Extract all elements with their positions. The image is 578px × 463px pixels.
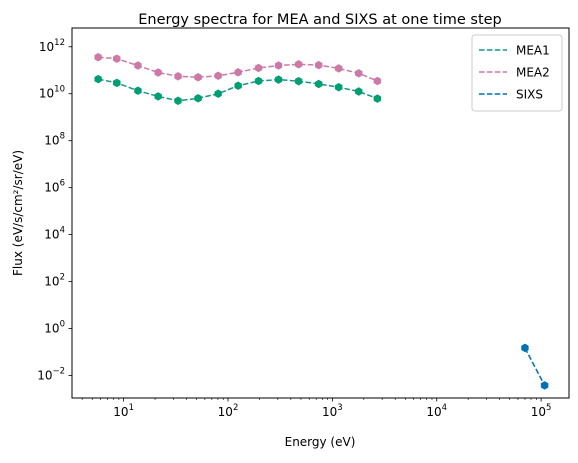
legend: MEA1 MEA2 SIXS [471,34,563,112]
data-point [373,94,382,103]
y-tick-label: 108 [44,132,65,148]
data-point [355,87,363,96]
legend-label: MEA1 [516,44,550,58]
y-tick-label: 106 [44,179,65,195]
data-point [335,64,343,73]
legend-label: MEA2 [516,66,550,80]
data-point [315,79,323,89]
data-point [521,343,529,353]
minor-ticks [81,398,537,400]
data-point [294,76,303,86]
data-point [234,68,242,77]
data-point [154,68,162,77]
legend-item: MEA2 [479,66,550,80]
y-axis-ticks: 10−2 100 102 104 106 108 1010 1012 [37,38,72,382]
plot-area: 101 102 103 104 105 10−210010210410610810101… [37,27,570,419]
x-axis-label: Energy (eV) [285,435,356,449]
data-point [113,54,121,63]
x-tick-label: 102 [218,403,239,419]
data-point [94,74,102,84]
data-point [174,72,182,81]
data-point [134,61,142,70]
data-point [194,94,202,103]
series-mea1 [94,74,382,106]
plot-frame [71,27,570,399]
data-point [234,81,242,90]
series-mea2 [94,52,382,86]
x-tick-label: 101 [113,403,134,419]
chart-title: Energy spectra for MEA and SIXS at one t… [138,12,502,28]
data-point [294,60,303,69]
data-point [315,60,323,70]
legend-box [471,34,563,112]
series-layer [94,52,549,390]
y-tick-label: 100 [44,320,65,336]
legend-item: MEA1 [479,44,550,58]
y-tick-label: 1012 [39,38,65,54]
data-point [94,52,102,62]
data-point [214,71,222,81]
x-tick-label: 105 [531,403,552,419]
data-point [113,78,121,88]
data-point [373,76,382,86]
y-axis-label: Flux (eV/s/cm²/sr/eV) [11,150,25,276]
data-point [254,76,263,86]
data-point [274,61,283,70]
legend-item: SIXS [479,88,543,102]
data-point [154,92,162,101]
data-point [540,381,549,390]
series-sixs [521,343,549,390]
y-tick-label: 1010 [39,85,65,101]
data-point [274,75,283,84]
x-tick-label: 103 [322,403,343,419]
data-point [194,73,202,82]
y-tick-label: 104 [44,226,65,242]
data-point [254,63,263,73]
y-tick-label: 102 [44,273,65,289]
data-point [214,89,222,98]
data-point [335,82,343,92]
data-point [174,96,182,106]
data-point [134,86,142,95]
x-axis-ticks: 101 102 103 104 105 [113,398,551,419]
data-point [355,69,363,78]
series-line [524,347,546,386]
x-tick-label: 104 [426,403,447,419]
legend-label: SIXS [516,88,543,102]
y-tick-label: 10−2 [37,366,65,382]
